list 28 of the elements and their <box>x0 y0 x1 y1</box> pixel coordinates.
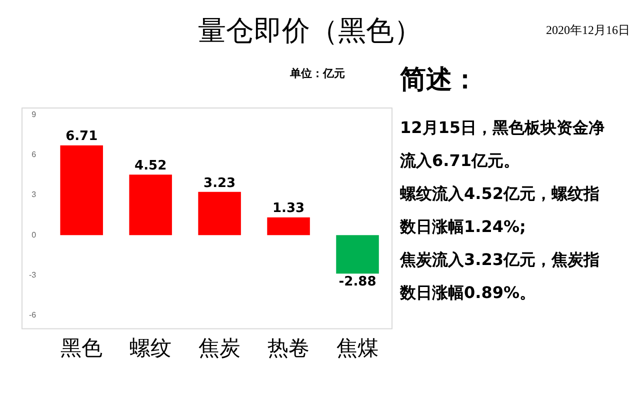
text: 简述： <box>400 64 479 97</box>
chart-title: 量仓即价（黑色） <box>197 13 423 49</box>
x-tick-label: 焦煤 <box>336 336 379 360</box>
bar <box>60 145 103 236</box>
y-tick-label: -3 <box>28 270 37 280</box>
data-label: 1.33 <box>272 201 305 216</box>
text: 12月15日，黑色板块资金净流入6.71亿元。 <box>400 117 605 172</box>
data-label: 4.52 <box>134 158 167 174</box>
y-tick-label: 9 <box>32 110 37 119</box>
text: 螺纹流入4.52亿元，螺纹指数日涨幅1.24%; <box>400 183 600 238</box>
y-tick-label: -6 <box>28 310 37 320</box>
x-tick-label: 螺纹 <box>130 336 172 360</box>
y-tick-label: 0 <box>32 230 37 240</box>
data-label: -2.88 <box>338 274 376 290</box>
text: 单位：亿元 <box>290 66 345 81</box>
x-tick-label: 热卷 <box>268 336 310 360</box>
bar <box>336 235 379 274</box>
bar <box>198 192 241 236</box>
data-label: 3.23 <box>204 176 236 191</box>
x-tick-label: 黑色 <box>60 336 103 360</box>
bar <box>267 217 310 236</box>
text: 焦炭流入3.23亿元，焦炭指数日涨幅0.89%。 <box>400 249 600 304</box>
x-tick-label: 焦炭 <box>198 336 241 360</box>
text: 2020年12月16日 <box>546 22 630 39</box>
y-tick-label: 6 <box>32 150 37 160</box>
data-label: 6.71 <box>66 129 98 144</box>
y-tick-label: 3 <box>32 190 37 200</box>
bar <box>129 174 172 236</box>
